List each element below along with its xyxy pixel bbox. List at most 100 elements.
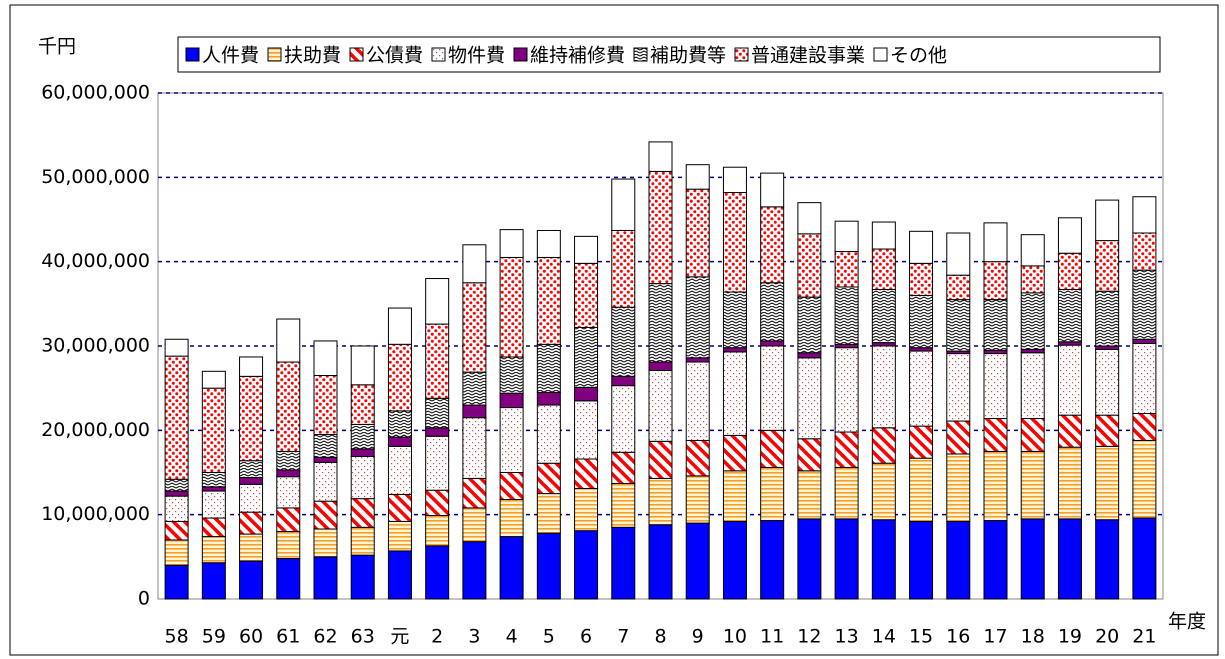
bar-segment	[722, 291, 747, 349]
bar-segment	[871, 288, 896, 344]
bar-segment	[536, 404, 561, 464]
bar-segment	[387, 436, 412, 447]
bar-segment	[909, 425, 934, 459]
legend-swatch	[633, 47, 648, 62]
bar-segment	[1132, 269, 1157, 340]
bar-segment	[1132, 196, 1157, 234]
bar-segment	[1057, 344, 1082, 416]
bar-segment	[499, 392, 524, 409]
x-tick-label: 20	[1095, 626, 1119, 648]
bar-segment	[760, 172, 785, 208]
bar-segment	[1020, 518, 1045, 600]
bar-segment	[387, 550, 412, 600]
x-tick-label: 8	[654, 626, 666, 648]
y-tick-label: 60,000,000	[41, 82, 150, 104]
bar-segment	[313, 528, 338, 558]
bar-segment	[276, 476, 301, 509]
bar-segment	[834, 286, 859, 345]
bar-segment	[983, 520, 1008, 600]
bar-segment	[722, 434, 747, 472]
bar-segment	[611, 229, 636, 308]
bar-segment	[387, 410, 412, 438]
bar-segment	[1095, 348, 1120, 416]
x-tick-label: 59	[202, 626, 226, 648]
bar-segment	[871, 345, 896, 429]
bar-segment	[164, 355, 189, 480]
bar-segment	[760, 429, 785, 468]
x-tick-label: 11	[760, 626, 784, 648]
bar-segment	[350, 498, 375, 528]
bar-segment	[425, 435, 450, 491]
bar-segment	[462, 541, 487, 600]
bar-segment	[648, 440, 673, 479]
bar-segment	[946, 453, 971, 522]
bar-segment	[276, 450, 301, 471]
bar-segment	[201, 490, 226, 519]
bar-segment	[276, 558, 301, 600]
bar-segment	[536, 256, 561, 345]
bar-segment	[797, 296, 822, 354]
bar-segment	[350, 554, 375, 600]
bar-segment	[350, 423, 375, 450]
bar-segment	[648, 369, 673, 442]
legend-label: 普通建設事業	[751, 45, 865, 67]
bar-segment	[499, 229, 524, 258]
bar-segment	[871, 248, 896, 290]
bar-segment	[760, 282, 785, 342]
bar-segment	[1020, 292, 1045, 350]
x-tick-label: 17	[983, 626, 1007, 648]
bar-segment	[164, 520, 189, 541]
bar-segment	[797, 438, 822, 472]
bar-segment	[313, 461, 338, 502]
bar-segment	[574, 386, 599, 402]
x-tick-label: 2	[431, 626, 443, 648]
bar-segment	[797, 470, 822, 520]
bar-segment	[946, 232, 971, 276]
bar-segment	[1057, 518, 1082, 600]
bar-segment	[574, 458, 599, 490]
bar-segment	[462, 282, 487, 373]
bar-segment	[909, 294, 934, 349]
bar-segment	[536, 532, 561, 600]
bar-segment	[574, 488, 599, 532]
bar-segment	[1057, 217, 1082, 254]
x-tick-label: 10	[723, 626, 747, 648]
bar-segment	[499, 498, 524, 538]
bar-segment	[350, 384, 375, 425]
bar-segment	[1095, 414, 1120, 447]
bar-segment	[760, 340, 785, 347]
bar-segment	[946, 520, 971, 600]
bar-segment	[946, 274, 971, 301]
bar-segment	[164, 539, 189, 566]
bar-segment	[462, 417, 487, 479]
x-tick-label: 19	[1058, 626, 1082, 648]
x-tick-label: 15	[909, 626, 933, 648]
bar-segment	[909, 347, 934, 352]
bar-segment	[574, 530, 599, 600]
bar-segment	[760, 466, 785, 522]
bar-segment	[909, 350, 934, 427]
bar-segment	[648, 141, 673, 172]
bar-segment	[462, 404, 487, 419]
bar-segment	[425, 545, 450, 600]
bar-segment	[797, 202, 822, 235]
bar-segment	[722, 166, 747, 194]
x-tick-label: 3	[468, 626, 480, 648]
bar-segment	[276, 361, 301, 452]
bar-segment	[201, 486, 226, 492]
bar-segment	[201, 562, 226, 600]
legend-label: 扶助費	[284, 45, 341, 67]
bar-segment	[685, 361, 710, 441]
y-tick-label: 40,000,000	[41, 250, 150, 272]
y-tick-label: 0	[138, 588, 150, 610]
x-tick-label: 63	[351, 626, 375, 648]
x-tick-label: 9	[692, 626, 704, 648]
bar-segment	[760, 345, 785, 431]
bar-segment	[685, 164, 710, 190]
bar-segment	[909, 457, 934, 522]
bar-segment	[201, 536, 226, 564]
bar-segment	[983, 222, 1008, 263]
bar-segment	[797, 352, 822, 359]
bar-segment	[276, 531, 301, 560]
bar-segment	[1057, 414, 1082, 448]
